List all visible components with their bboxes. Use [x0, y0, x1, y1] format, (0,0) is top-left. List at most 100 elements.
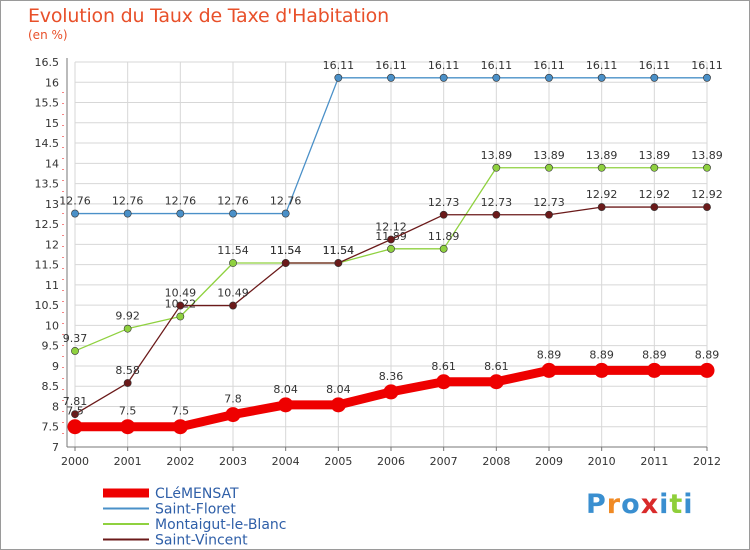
data-point — [699, 362, 715, 378]
y-tick-label: 15.5 — [35, 97, 60, 110]
logo-letter: r — [606, 489, 622, 520]
data-label: 7.81 — [63, 395, 88, 408]
data-label: 8.61 — [431, 360, 456, 373]
x-tick-label: 2003 — [219, 455, 247, 468]
data-label: 11.54 — [323, 244, 355, 257]
data-point — [120, 419, 136, 435]
data-point — [123, 324, 132, 333]
data-label: 16.11 — [639, 59, 671, 72]
data-point — [439, 210, 448, 219]
data-label: 8.61 — [484, 360, 509, 373]
y-tick-label: 10.5 — [35, 299, 60, 312]
logo-letter: i — [683, 489, 694, 520]
x-tick-label: 2007 — [430, 455, 458, 468]
y-tick-label: 15 — [45, 117, 59, 130]
legend-label: CLéMENSAT — [155, 486, 239, 502]
x-tick-label: 2008 — [482, 455, 510, 468]
data-label: 9.37 — [63, 332, 88, 345]
data-label: 13.89 — [533, 149, 565, 162]
logo-letter: i — [659, 489, 670, 520]
data-label: 9.92 — [115, 310, 140, 323]
data-point — [597, 163, 606, 172]
data-label: 16.11 — [481, 59, 513, 72]
data-label: 13.89 — [481, 149, 513, 162]
data-point — [278, 397, 294, 413]
data-point — [492, 73, 501, 82]
y-tick-label: 12 — [45, 238, 59, 251]
data-label: 12.73 — [533, 196, 565, 209]
x-tick-label: 2011 — [640, 455, 668, 468]
data-point — [545, 73, 553, 82]
data-label: 8.89 — [589, 348, 614, 361]
data-point — [281, 209, 290, 218]
data-point — [334, 73, 343, 82]
y-tick-label: 14.5 — [35, 137, 60, 150]
logo-letter: o — [621, 489, 641, 520]
data-label: 11.54 — [323, 244, 355, 257]
x-tick-label: 2006 — [377, 455, 405, 468]
data-point — [597, 203, 606, 211]
data-point — [703, 203, 711, 211]
data-label: 12.92 — [691, 188, 723, 201]
data-label: 7.5 — [172, 405, 190, 418]
legend-label: Saint-Vincent — [155, 533, 248, 549]
data-label: 16.11 — [586, 59, 618, 72]
data-label: 10.49 — [217, 287, 249, 300]
data-label: 8.89 — [642, 348, 667, 361]
data-label: 12.76 — [270, 195, 302, 208]
data-label: 13.89 — [639, 149, 671, 162]
data-label: 12.92 — [639, 188, 671, 201]
data-label: 16.11 — [533, 59, 565, 72]
chart-title: Evolution du Taux de Taxe d'Habitation — [28, 5, 389, 27]
data-point — [67, 419, 83, 435]
data-point — [650, 163, 659, 172]
data-point — [492, 163, 501, 172]
y-tick-label: 14 — [45, 157, 59, 170]
data-point — [229, 259, 237, 267]
data-label: 12.73 — [481, 196, 513, 209]
x-tick-label: 2010 — [588, 455, 616, 468]
data-point — [123, 379, 132, 387]
data-point — [387, 235, 395, 244]
data-label: 12.92 — [586, 188, 618, 201]
data-point — [387, 244, 395, 253]
data-point — [229, 301, 237, 310]
data-point — [703, 73, 711, 82]
logo-letter: t — [669, 489, 684, 520]
x-tick-label: 2004 — [272, 455, 300, 468]
data-label: 8.04 — [273, 383, 298, 396]
y-tick-label: 13.5 — [35, 178, 60, 191]
x-tick-label: 2000 — [61, 455, 89, 468]
y-tick-label: 16 — [45, 76, 59, 89]
data-label: 7.5 — [119, 405, 137, 418]
data-point — [545, 163, 553, 172]
data-point — [71, 209, 79, 218]
data-point — [71, 410, 79, 419]
data-label: 8.04 — [326, 383, 351, 396]
data-point — [646, 362, 662, 378]
data-point — [71, 347, 79, 355]
y-tick-label: 13 — [45, 198, 59, 211]
data-point — [541, 362, 557, 378]
data-point — [594, 362, 610, 378]
y-tick-label: 8 — [52, 400, 59, 413]
chart-subtitle: (en %) — [28, 28, 68, 42]
data-label: 11.54 — [217, 244, 249, 257]
x-tick-label: 2002 — [166, 455, 194, 468]
data-point — [176, 312, 185, 321]
y-tick-label: 9 — [52, 360, 59, 373]
data-label: 12.73 — [428, 196, 460, 209]
data-point — [650, 203, 659, 211]
data-label: 16.11 — [691, 59, 723, 72]
data-label: 11.54 — [270, 244, 302, 257]
data-label: 11.89 — [428, 230, 460, 243]
y-tick-label: 10 — [45, 319, 59, 332]
data-label: 12.76 — [112, 195, 144, 208]
data-point — [439, 244, 448, 253]
legend-label: Saint-Floret — [155, 502, 236, 518]
data-point — [225, 407, 241, 423]
y-tick-label: 11.5 — [35, 259, 60, 272]
data-point — [383, 384, 399, 400]
data-point — [492, 210, 501, 219]
